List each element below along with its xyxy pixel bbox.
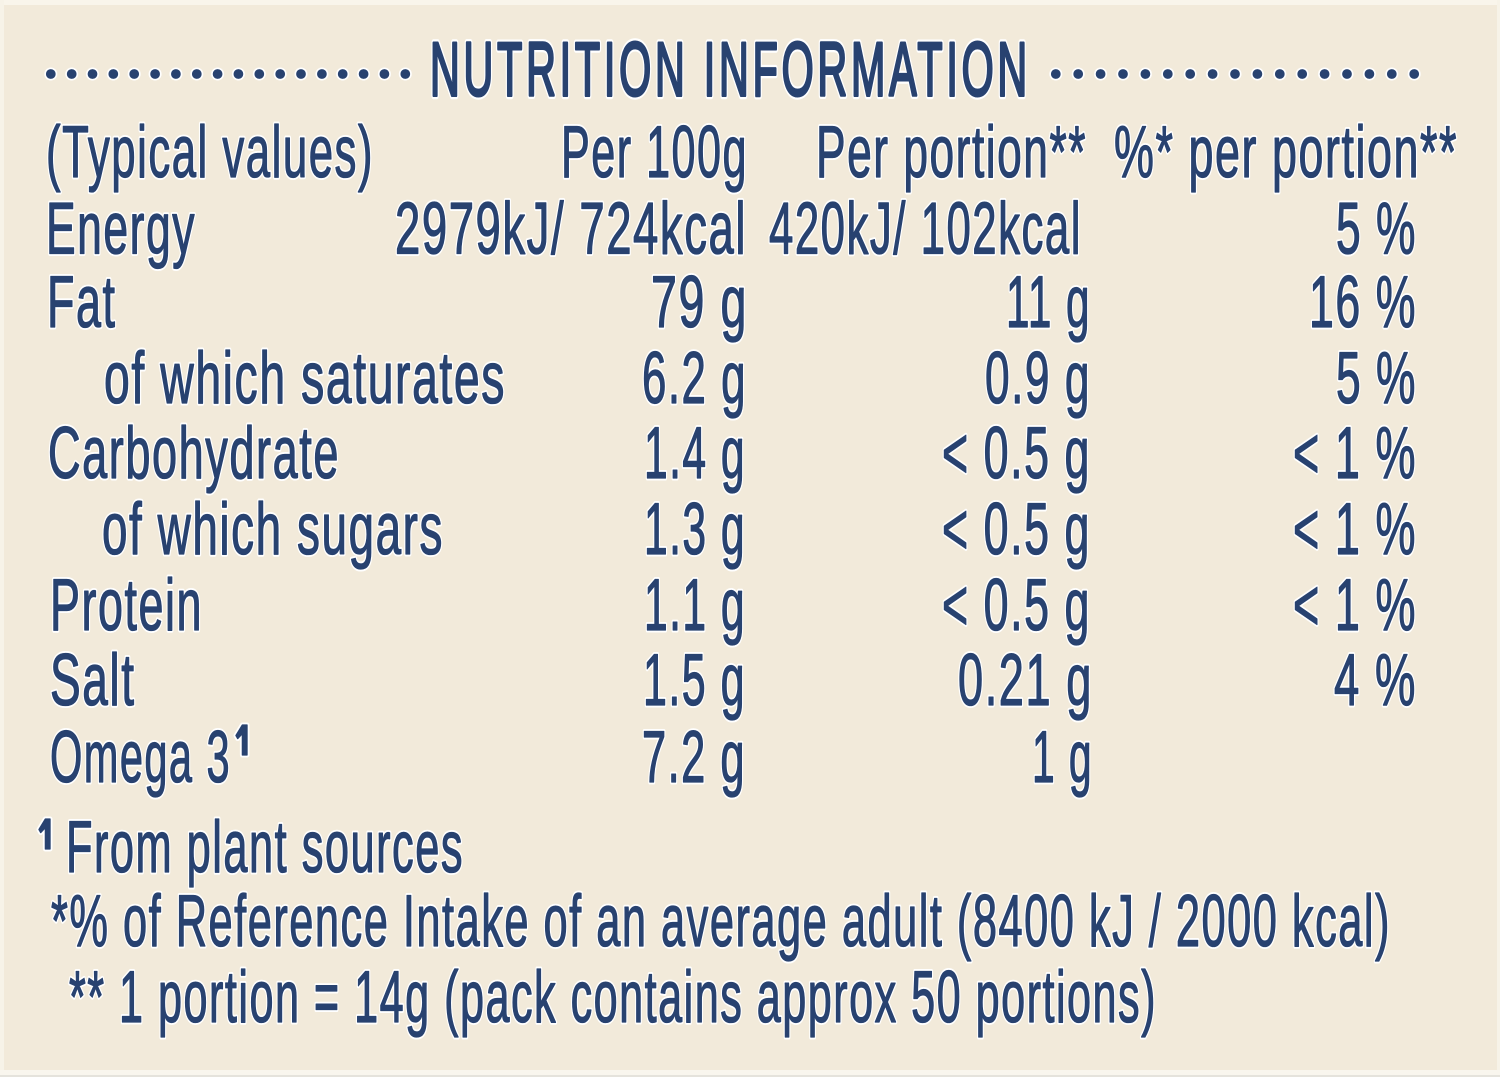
svg-text:0.9 g: 0.9 g <box>985 338 1091 419</box>
svg-text:4 %: 4 % <box>1334 640 1417 721</box>
svg-text:(Typical values): (Typical values) <box>46 112 374 193</box>
svg-text:1.1 g: 1.1 g <box>644 565 746 646</box>
svg-text:420kJ/ 102kcal: 420kJ/ 102kcal <box>769 189 1082 270</box>
svg-text:Protein: Protein <box>50 565 203 646</box>
svg-text:2979kJ/ 724kcal: 2979kJ/ 724kcal <box>395 189 747 270</box>
svg-text:Salt: Salt <box>50 640 136 721</box>
svg-text:16 %: 16 % <box>1309 262 1417 343</box>
svg-text:< 1 %: < 1 % <box>1293 565 1417 646</box>
svg-text:< 0.5 g: < 0.5 g <box>942 413 1091 494</box>
svg-text:7.2 g: 7.2 g <box>642 717 746 798</box>
svg-text:Fat: Fat <box>47 262 117 343</box>
svg-text:11 g: 11 g <box>1006 262 1091 343</box>
svg-text:NUTRITION INFORMATION: NUTRITION INFORMATION <box>430 28 1031 113</box>
svg-text:11 g: 11 g <box>1006 262 1091 343</box>
svg-text:Per portion**: Per portion** <box>816 112 1087 193</box>
svg-text:Fat: Fat <box>47 262 117 343</box>
svg-text:*% of Reference Intake of an a: *% of Reference Intake of an average adu… <box>51 881 1391 962</box>
svg-text:Energy: Energy <box>46 189 196 270</box>
svg-text:4 %: 4 % <box>1334 640 1417 721</box>
svg-text:Per 100g: Per 100g <box>561 112 748 193</box>
svg-text:of which saturates: of which saturates <box>104 338 506 419</box>
svg-text:6.2 g: 6.2 g <box>642 338 747 419</box>
svg-text:< 0.5 g: < 0.5 g <box>942 413 1091 494</box>
svg-text:of which saturates: of which saturates <box>104 338 506 419</box>
svg-text:** 1 portion = 14g (pack conta: ** 1 portion = 14g (pack contains approx… <box>69 957 1157 1038</box>
svg-text:From plant sources: From plant sources <box>66 807 464 888</box>
svg-text:1.5 g: 1.5 g <box>643 640 746 721</box>
svg-text:1.4 g: 1.4 g <box>644 413 746 494</box>
svg-text:Omega 3: Omega 3 <box>50 717 231 798</box>
svg-text:Per portion**: Per portion** <box>816 112 1087 193</box>
svg-text:420kJ/ 102kcal: 420kJ/ 102kcal <box>769 189 1082 270</box>
svg-text:Protein: Protein <box>50 565 203 646</box>
svg-text:79 g: 79 g <box>651 262 748 343</box>
svg-text:1 g: 1 g <box>1032 717 1093 798</box>
svg-text:0.21 g: 0.21 g <box>958 640 1093 721</box>
svg-text:0.21 g: 0.21 g <box>958 640 1093 721</box>
svg-text:< 1 %: < 1 % <box>1293 489 1417 570</box>
svg-text:(Typical values): (Typical values) <box>46 112 374 193</box>
svg-text:5 %: 5 % <box>1336 338 1417 419</box>
svg-text:** 1 portion = 14g (pack conta: ** 1 portion = 14g (pack contains approx… <box>69 957 1157 1038</box>
svg-text:of which sugars: of which sugars <box>102 489 444 570</box>
svg-text:< 0.5 g: < 0.5 g <box>942 489 1091 570</box>
svg-text:%* per portion**: %* per portion** <box>1114 112 1458 193</box>
svg-text:< 0.5 g: < 0.5 g <box>942 565 1091 646</box>
svg-text:0.9 g: 0.9 g <box>985 338 1091 419</box>
svg-text:1.1 g: 1.1 g <box>644 565 746 646</box>
svg-text:NUTRITION INFORMATION: NUTRITION INFORMATION <box>430 28 1031 113</box>
svg-text:6.2 g: 6.2 g <box>642 338 747 419</box>
svg-text:1.3 g: 1.3 g <box>644 489 746 570</box>
svg-text:< 1 %: < 1 % <box>1293 413 1417 494</box>
svg-text:Omega 3: Omega 3 <box>50 717 231 798</box>
svg-text:79 g: 79 g <box>651 262 748 343</box>
svg-text:1.3 g: 1.3 g <box>644 489 746 570</box>
svg-text:7.2 g: 7.2 g <box>642 717 746 798</box>
svg-text:%* per portion**: %* per portion** <box>1114 112 1458 193</box>
svg-text:< 1 %: < 1 % <box>1293 489 1417 570</box>
svg-text:1.4 g: 1.4 g <box>644 413 746 494</box>
svg-text:< 1 %: < 1 % <box>1293 413 1417 494</box>
svg-text:1.5 g: 1.5 g <box>643 640 746 721</box>
svg-text:5 %: 5 % <box>1336 189 1417 270</box>
svg-text:Carbohydrate: Carbohydrate <box>48 413 340 494</box>
svg-text:Energy: Energy <box>46 189 196 270</box>
svg-text:< 0.5 g: < 0.5 g <box>942 489 1091 570</box>
svg-text:5 %: 5 % <box>1336 338 1417 419</box>
svg-text:2979kJ/ 724kcal: 2979kJ/ 724kcal <box>395 189 747 270</box>
svg-text:1 g: 1 g <box>1032 717 1093 798</box>
svg-text:Per 100g: Per 100g <box>561 112 748 193</box>
svg-text:Salt: Salt <box>50 640 136 721</box>
svg-text:of which sugars: of which sugars <box>102 489 444 570</box>
svg-text:< 1 %: < 1 % <box>1293 565 1417 646</box>
svg-text:< 0.5 g: < 0.5 g <box>942 565 1091 646</box>
svg-text:Carbohydrate: Carbohydrate <box>48 413 340 494</box>
svg-text:*% of Reference Intake of an a: *% of Reference Intake of an average adu… <box>51 881 1391 962</box>
svg-text:From plant sources: From plant sources <box>66 807 464 888</box>
svg-text:16 %: 16 % <box>1309 262 1417 343</box>
svg-text:5 %: 5 % <box>1336 189 1417 270</box>
